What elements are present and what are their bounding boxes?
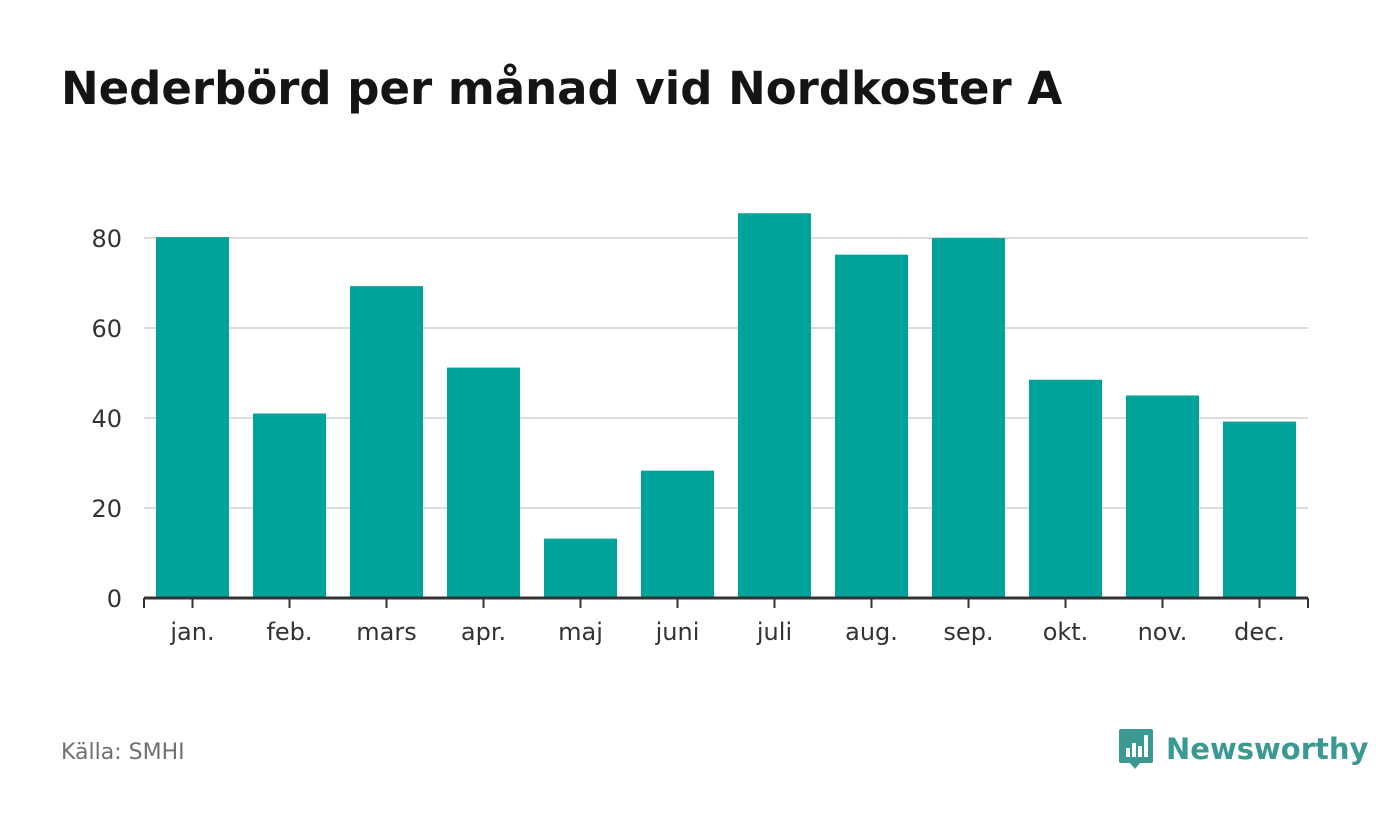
x-tick-label: okt. — [1043, 618, 1089, 646]
x-tick-label: aug. — [845, 618, 898, 646]
bars — [156, 213, 1296, 598]
x-tick-label: maj — [558, 618, 603, 646]
brand-logo: Newsworthy — [1118, 727, 1368, 771]
bar-mars — [350, 286, 423, 598]
x-tick-label: jan. — [169, 618, 214, 646]
x-tick-label: apr. — [461, 618, 506, 646]
x-tick-label: feb. — [266, 618, 312, 646]
x-tick-label: juli — [756, 618, 792, 646]
tick-labels: 0 20 40 60 80 jan. feb. mars apr. maj juni juli aug.… — [91, 225, 1284, 646]
x-tick-label: sep. — [943, 618, 993, 646]
bar-okt — [1029, 379, 1102, 598]
y-tick-label: 80 — [91, 225, 122, 253]
newsworthy-logo-icon — [1119, 729, 1153, 769]
x-tick-label: nov. — [1138, 618, 1188, 646]
x-tick-label: dec. — [1234, 618, 1285, 646]
bar-maj — [544, 538, 617, 598]
x-tick-label: juni — [655, 618, 700, 646]
gridlines — [144, 237, 1308, 509]
bar-juli — [738, 213, 811, 598]
brand-name: Newsworthy — [1166, 732, 1369, 766]
bar-juni — [641, 470, 714, 598]
chart-title: Nederbörd per månad vid Nordkoster A — [61, 62, 1063, 115]
x-tick-label: mars — [356, 618, 416, 646]
y-tick-label: 20 — [91, 495, 122, 523]
y-tick-label: 40 — [91, 405, 122, 433]
bar-feb — [253, 413, 326, 598]
bar-aug — [835, 254, 908, 598]
bar-nov — [1126, 395, 1199, 598]
bar-dec — [1223, 421, 1296, 598]
source-note: Källa: SMHI — [61, 740, 185, 765]
bar-jan — [156, 237, 229, 598]
bar-sep — [932, 238, 1005, 598]
y-tick-label: 0 — [107, 585, 122, 613]
y-tick-label: 60 — [91, 315, 122, 343]
x-axis — [143, 596, 1309, 608]
bar-apr — [447, 367, 520, 598]
